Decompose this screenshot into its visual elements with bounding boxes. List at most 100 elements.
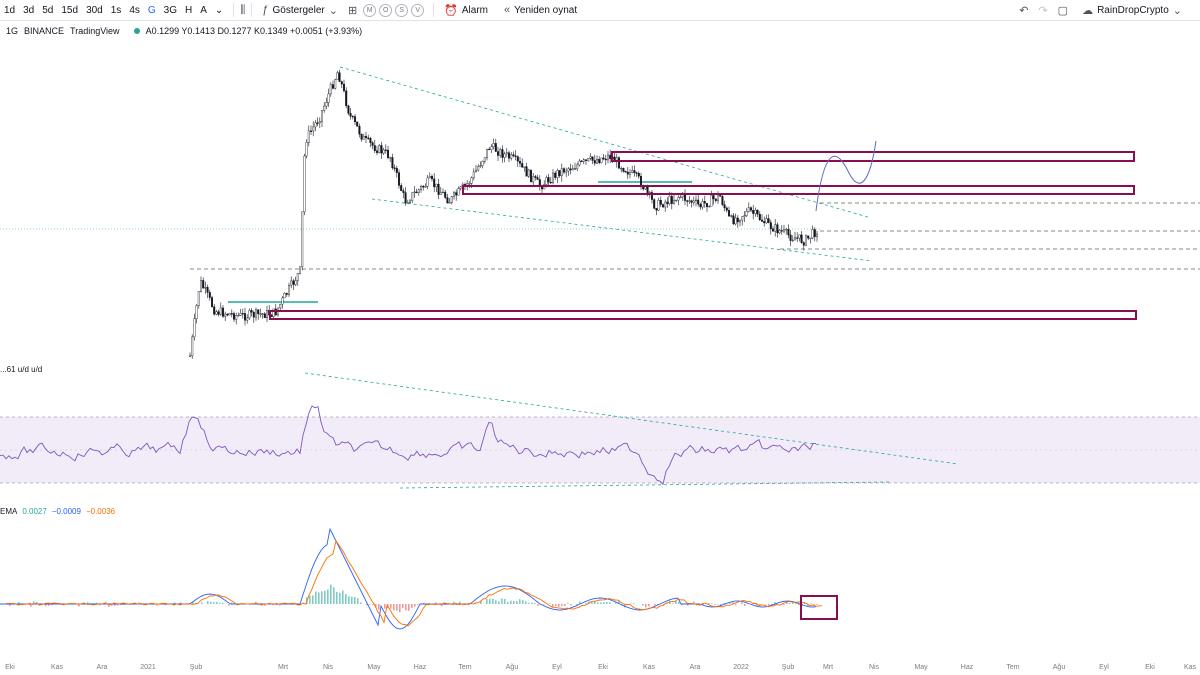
candle-body bbox=[281, 297, 284, 305]
timeframe-H[interactable]: H bbox=[185, 4, 193, 16]
time-axis-label: Eki bbox=[598, 664, 608, 671]
templates-icon[interactable]: ⊞ bbox=[347, 4, 358, 17]
macd-histogram-bar bbox=[633, 603, 635, 604]
candle-body bbox=[560, 168, 563, 176]
redo-icon[interactable]: ↷ bbox=[1038, 5, 1048, 17]
macd-histogram-bar bbox=[348, 596, 350, 604]
macd-histogram-bar bbox=[222, 602, 224, 604]
candle-body bbox=[618, 157, 621, 169]
macd-histogram-bar bbox=[441, 604, 443, 607]
circle-button-s[interactable]: S bbox=[395, 3, 409, 17]
macd-histogram-bar bbox=[123, 604, 125, 606]
candle-body bbox=[391, 157, 394, 169]
timeframe-A[interactable]: A bbox=[200, 4, 207, 16]
macd-histogram-bar bbox=[756, 604, 758, 607]
rsi-trendline[interactable] bbox=[399, 481, 891, 489]
macd-highlight-box[interactable] bbox=[800, 595, 838, 620]
candle-body bbox=[554, 172, 557, 178]
candle-body bbox=[325, 102, 328, 107]
timeframe-3G[interactable]: 3G bbox=[163, 4, 177, 16]
candle-body bbox=[367, 137, 370, 139]
candle-body bbox=[371, 142, 374, 146]
circle-button-v[interactable]: V bbox=[411, 3, 425, 17]
trendline[interactable] bbox=[371, 198, 873, 262]
macd-histogram-bar bbox=[369, 604, 371, 605]
projection-path[interactable] bbox=[815, 140, 877, 212]
time-axis-label: Şub bbox=[781, 664, 795, 671]
macd-value-2: −0.0009 bbox=[51, 507, 81, 516]
timeframe-dropdown-icon[interactable]: ⌄ bbox=[214, 4, 224, 16]
candle-body bbox=[439, 192, 442, 195]
time-axis[interactable]: Eki Kas Ara 2021 Şub Mrt Nis May Haz Tem Ağu Eyl Eki… bbox=[0, 660, 1200, 675]
candle-body bbox=[221, 307, 224, 317]
candle-body bbox=[382, 149, 385, 154]
macd-histogram-bar bbox=[393, 604, 395, 611]
macd-histogram-bar bbox=[207, 601, 209, 604]
macd-histogram-bar bbox=[792, 602, 794, 604]
candle-body bbox=[312, 126, 315, 132]
macd-histogram-bar bbox=[717, 604, 719, 605]
candle-body bbox=[662, 204, 665, 208]
layout-name-button[interactable]: ☁ RainDropCrypto ⌄ bbox=[1078, 4, 1186, 17]
macd-histogram-bar bbox=[570, 604, 572, 606]
candle-body bbox=[721, 196, 724, 205]
candle-body bbox=[483, 157, 486, 162]
timeframe-15d[interactable]: 15d bbox=[61, 4, 79, 16]
macd-histogram-bar bbox=[342, 590, 344, 604]
resistance-box[interactable] bbox=[611, 151, 1135, 162]
candle-body bbox=[492, 143, 495, 148]
trendline[interactable] bbox=[339, 66, 869, 218]
timeframe-5d[interactable]: 5d bbox=[42, 4, 54, 16]
macd-histogram-bar bbox=[330, 584, 332, 604]
circle-button-m[interactable]: M bbox=[363, 3, 377, 17]
candle-body bbox=[191, 336, 194, 357]
candle-body bbox=[719, 194, 722, 197]
legend-interval[interactable]: 1G bbox=[6, 26, 19, 36]
price-chart[interactable] bbox=[0, 21, 1200, 660]
candle-body bbox=[459, 186, 462, 189]
layout-square-icon[interactable]: ▢ bbox=[1057, 5, 1069, 17]
candle-body bbox=[736, 217, 739, 223]
candle-body bbox=[530, 169, 533, 183]
circle-button-o[interactable]: O bbox=[379, 3, 393, 17]
timeframe-G[interactable]: G bbox=[147, 4, 156, 16]
candle-body bbox=[679, 196, 682, 198]
macd-histogram-bar bbox=[210, 601, 212, 604]
username: RainDropCrypto bbox=[1097, 5, 1169, 16]
time-axis-label: Kas bbox=[50, 664, 64, 671]
candle-body bbox=[435, 183, 438, 188]
resistance-box[interactable] bbox=[462, 185, 1135, 195]
support-box[interactable] bbox=[269, 310, 1137, 320]
indicators-button[interactable]: ƒ Göstergeler ⌄ bbox=[258, 4, 342, 17]
timeframe-4s[interactable]: 4s bbox=[129, 4, 140, 16]
timeframe-1s[interactable]: 1s bbox=[110, 4, 122, 16]
candle-body bbox=[626, 171, 629, 175]
candle-body bbox=[620, 167, 623, 170]
replay-button[interactable]: « Yeniden oynat bbox=[500, 4, 581, 16]
macd-histogram-bar bbox=[480, 600, 482, 604]
candle-body bbox=[490, 146, 493, 150]
candle-body bbox=[486, 148, 489, 158]
candle-body bbox=[290, 280, 293, 286]
alarm-button[interactable]: ⏰ Alarm bbox=[440, 4, 492, 17]
macd-histogram-bar bbox=[228, 604, 230, 606]
candle-body bbox=[609, 154, 612, 159]
rsi-trendline[interactable] bbox=[304, 372, 959, 465]
macd-histogram-bar bbox=[555, 604, 557, 606]
macd-histogram-bar bbox=[174, 602, 176, 604]
undo-icon[interactable]: ↶ bbox=[1019, 5, 1029, 17]
candle-body bbox=[743, 215, 746, 217]
time-axis-label: Tem bbox=[458, 664, 472, 671]
timeframe-1d[interactable]: 1d bbox=[4, 4, 16, 16]
time-axis-label: Eki bbox=[5, 664, 15, 671]
candle-style-icon[interactable]: ⫼ bbox=[240, 3, 246, 16]
macd-histogram-bar bbox=[366, 604, 368, 606]
candle-body bbox=[279, 303, 282, 309]
candle-body bbox=[426, 177, 429, 187]
timeframe-30d[interactable]: 30d bbox=[86, 4, 103, 16]
candle-body bbox=[288, 285, 291, 295]
timeframe-3d[interactable]: 3d bbox=[23, 4, 35, 16]
candle-body bbox=[215, 311, 218, 315]
macd-legend: EMA 0.0027 −0.0009 −0.0036 bbox=[0, 507, 115, 516]
candle-body bbox=[424, 186, 427, 188]
